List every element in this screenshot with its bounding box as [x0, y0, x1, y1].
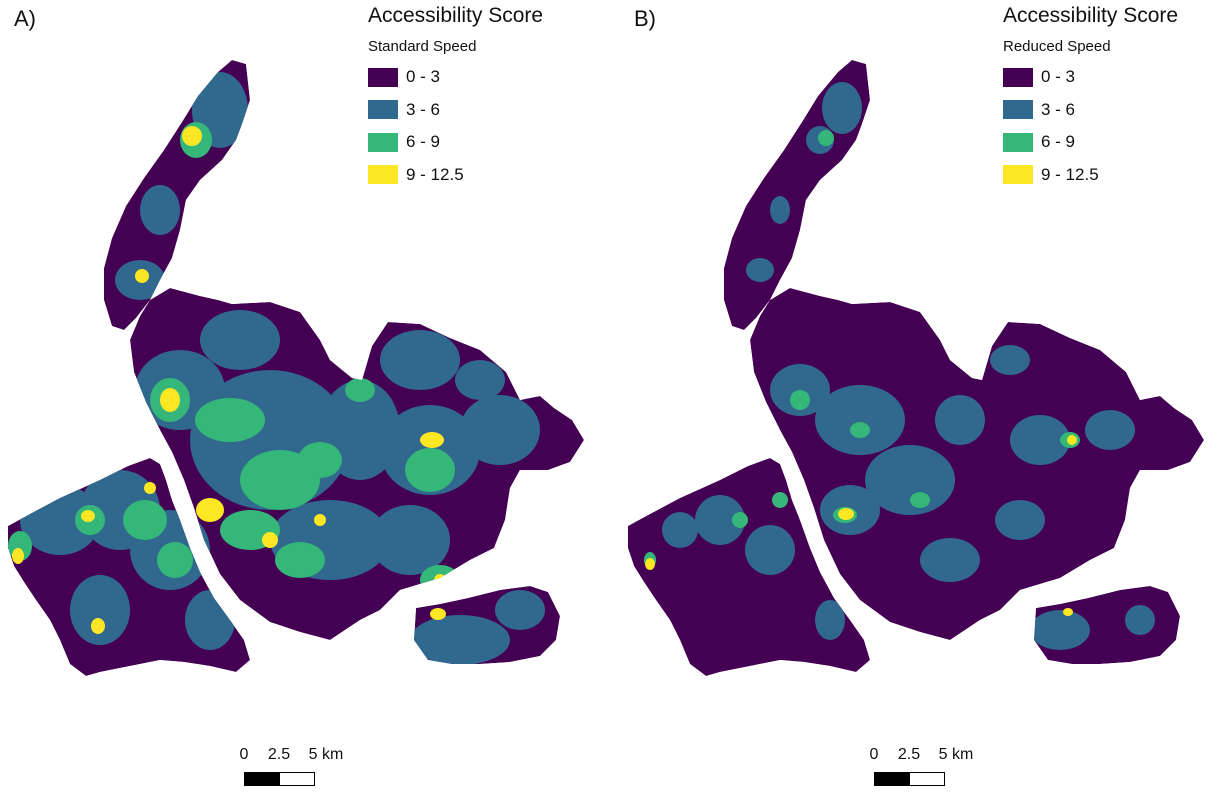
legend-label: 9 - 12.5 — [406, 164, 464, 184]
scale-segment-light — [909, 772, 945, 786]
scale-segment-dark — [244, 772, 280, 786]
legend-swatch — [1003, 165, 1033, 185]
legend-item: 3 - 6 — [368, 94, 608, 127]
legend-label: 3 - 6 — [406, 99, 441, 119]
scale-bar: 0 2.5 5 km — [236, 744, 346, 794]
legend-label: 3 - 6 — [1041, 99, 1076, 119]
region-class-6-9 — [8, 122, 460, 595]
legend-item: 6 - 9 — [368, 126, 608, 159]
legend-label: 9 - 12.5 — [1041, 164, 1099, 184]
scale-label: 2.5 — [267, 746, 291, 763]
legend-item: 9 - 12.5 — [368, 159, 608, 192]
scale-label: 5 km — [938, 746, 974, 763]
scale-label: 0 — [239, 746, 249, 763]
scale-label: 2.5 — [897, 746, 921, 763]
legend-swatch — [368, 132, 398, 152]
legend-swatch — [1003, 100, 1033, 120]
legend-item: 6 - 9 — [1003, 126, 1224, 159]
legend-subtitle: Reduced Speed — [1003, 38, 1111, 55]
scale-label: 5 km — [308, 746, 344, 763]
legend-swatch — [1003, 67, 1033, 87]
scale-segment-dark — [874, 772, 910, 786]
legend-title: Accessibility Score — [368, 4, 544, 27]
panel-label: A) — [14, 6, 36, 31]
region-class-9-12-5 — [12, 126, 446, 634]
legend-item: 0 - 3 — [368, 61, 608, 94]
legend: Accessibility Score Standard Speed 0 - 3… — [368, 4, 608, 191]
legend-label: 0 - 3 — [406, 67, 441, 87]
scale-label: 0 — [869, 746, 879, 763]
legend-swatch — [368, 67, 398, 87]
legend-item: 0 - 3 — [1003, 61, 1224, 94]
legend-swatch — [1003, 132, 1033, 152]
scale-bar: 0 2.5 5 km — [866, 744, 976, 794]
choropleth-map-reduced-speed — [628, 60, 1204, 676]
panel-a: A) Accessibility Score Standard Speed 0 … — [0, 0, 612, 793]
legend-swatch — [368, 100, 398, 120]
legend-title: Accessibility Score — [1003, 4, 1179, 27]
legend-item: 3 - 6 — [1003, 94, 1224, 127]
scale-segment-light — [279, 772, 315, 786]
legend: Accessibility Score Reduced Speed 0 - 3 … — [1003, 4, 1224, 191]
legend-label: 6 - 9 — [1041, 132, 1076, 152]
legend-item: 9 - 12.5 — [1003, 159, 1224, 192]
panel-b: B) Accessibility Score Reduced Speed 0 -… — [620, 0, 1224, 793]
legend-label: 6 - 9 — [406, 132, 441, 152]
region-class-9-12-5 — [645, 435, 1077, 616]
choropleth-map-standard-speed — [8, 60, 584, 676]
panel-label: B) — [634, 6, 656, 31]
legend-swatch — [368, 165, 398, 185]
region-class-3-6 — [662, 82, 1155, 650]
legend-subtitle: Standard Speed — [368, 38, 477, 55]
legend-label: 0 - 3 — [1041, 67, 1076, 87]
